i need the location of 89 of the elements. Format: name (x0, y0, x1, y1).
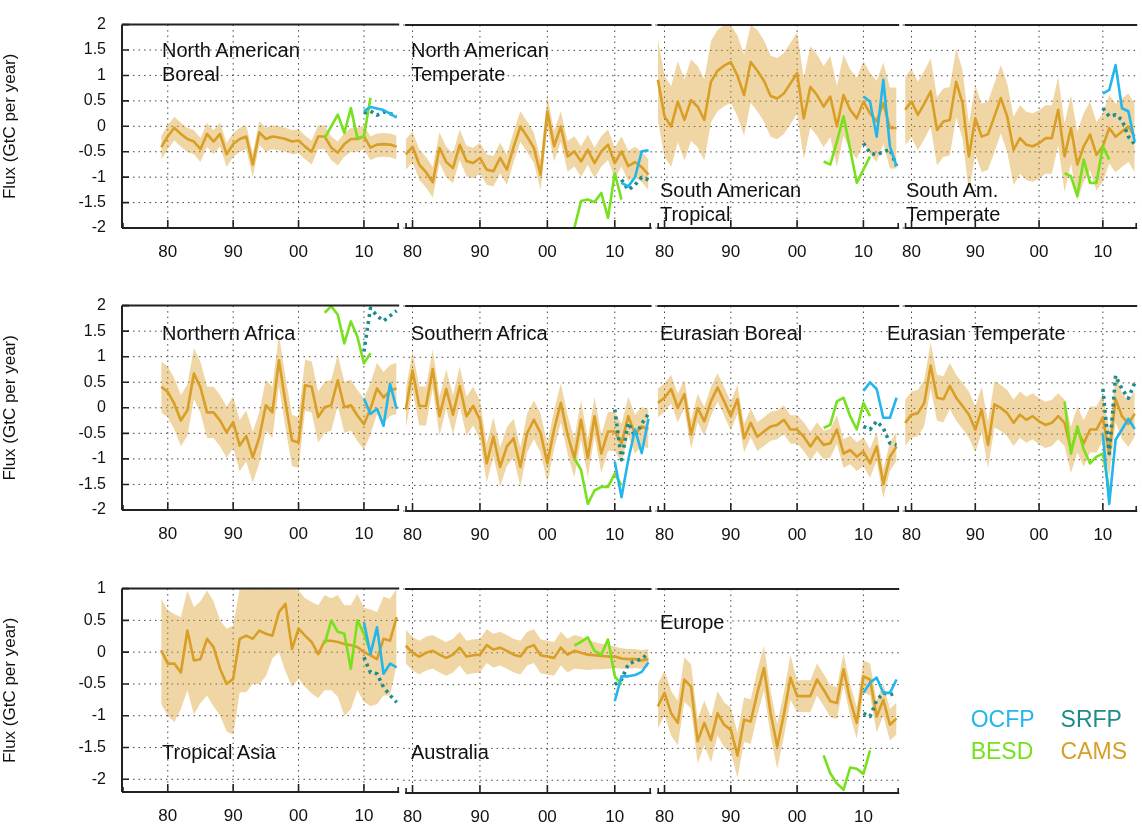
text: North American Temperate (410, 38, 550, 86)
x-tick-label: 90 (721, 524, 740, 544)
x-tick-label: 00 (1029, 524, 1049, 544)
x-tick-label: 00 (787, 806, 807, 826)
text: North American Boreal (162, 38, 301, 86)
x-tick-label: 00 (289, 806, 308, 826)
text: Eurasian Temperate (887, 321, 1066, 345)
y-tick-label: 1 (97, 66, 107, 84)
text: Eurasian Boreal (659, 321, 803, 345)
text: CAMS (1060, 736, 1127, 765)
x-tick-label: 10 (1093, 241, 1113, 261)
text: OCFP (970, 704, 1035, 733)
y-tick-label: -1.5 (78, 475, 107, 493)
x-tick-label: 80 (402, 524, 422, 544)
y-tick-label: -2 (91, 500, 107, 518)
x-tick-label: 80 (902, 524, 922, 544)
x-tick-label: 10 (354, 242, 374, 262)
x-tick-label: 90 (721, 241, 740, 261)
x-tick-label: 10 (605, 806, 625, 826)
text: Tropical Asia (162, 740, 276, 764)
text: South American Tropical (659, 178, 803, 226)
x-tick-label: 80 (654, 524, 674, 544)
x-tick-label: 80 (402, 806, 422, 826)
text: Australia (410, 740, 489, 764)
y-tick-label: -1 (91, 167, 107, 185)
y-tick-label: -1.5 (78, 738, 107, 756)
y-tick-label: 0.5 (83, 611, 107, 629)
x-tick-label: 00 (537, 524, 557, 544)
x-tick-label: 90 (966, 241, 986, 261)
x-tick-label: 00 (537, 241, 557, 261)
text: BESD (970, 736, 1035, 765)
x-tick-label: 80 (402, 241, 422, 261)
x-tick-label: 90 (721, 806, 740, 826)
y-tick-label: -0.5 (78, 142, 107, 160)
x-tick-label: 00 (289, 242, 308, 262)
y-axis-title: Flux (GtC per year) (0, 617, 19, 764)
x-tick-label: 90 (223, 524, 243, 544)
x-tick-label: 00 (787, 241, 807, 261)
x-tick-label: 00 (289, 524, 308, 544)
x-tick-label: 10 (354, 524, 374, 544)
x-tick-label: 00 (787, 524, 807, 544)
y-tick-label: 2 (97, 296, 107, 314)
y-tick-label: 0.5 (83, 91, 107, 109)
text: Europe (659, 610, 725, 634)
x-tick-label: 80 (158, 242, 178, 262)
text: Southern Africa (410, 321, 548, 345)
x-tick-label: 00 (1029, 241, 1049, 261)
y-tick-label: 0 (97, 642, 107, 660)
y-tick-label: 1 (97, 347, 107, 365)
y-tick-label: -2 (91, 218, 107, 236)
y-tick-label: 2 (97, 15, 107, 33)
y-tick-label: -0.5 (78, 674, 107, 692)
x-tick-label: 80 (654, 806, 674, 826)
x-tick-label: 90 (470, 241, 490, 261)
y-tick-label: 1 (97, 579, 107, 597)
line-series (362, 306, 399, 354)
y-axis-title: Flux (GtC per year) (0, 335, 19, 481)
x-tick-label: 10 (853, 806, 873, 826)
x-tick-label: 10 (605, 524, 625, 544)
x-tick-label: 80 (902, 241, 922, 261)
x-tick-label: 80 (158, 524, 178, 544)
y-tick-label: 1.5 (83, 321, 107, 339)
x-tick-label: 00 (537, 806, 557, 826)
y-tick-label: -0.5 (78, 424, 107, 442)
y-tick-label: 1.5 (83, 40, 107, 58)
x-tick-label: 10 (1093, 524, 1113, 544)
text: SRFP (1060, 704, 1123, 733)
x-tick-label: 80 (654, 241, 674, 261)
y-tick-label: 0 (97, 398, 107, 416)
x-tick-label: 10 (853, 241, 873, 261)
y-tick-label: -1 (91, 449, 107, 467)
y-tick-label: 0.5 (83, 373, 107, 391)
y-tick-label: -2 (91, 770, 107, 788)
x-tick-label: 10 (354, 806, 374, 826)
x-tick-label: 10 (605, 241, 625, 261)
text: Northern Africa (162, 321, 296, 345)
line-series (362, 655, 399, 705)
x-tick-label: 90 (966, 524, 986, 544)
y-tick-label: -1 (91, 706, 107, 724)
x-tick-label: 90 (470, 524, 490, 544)
y-axis-title: Flux (GtC per year) (0, 53, 19, 200)
text: South Am. Temperate (905, 178, 1002, 226)
x-tick-label: 10 (853, 524, 873, 544)
y-tick-label: -1.5 (78, 193, 107, 211)
x-tick-label: 90 (470, 806, 490, 826)
x-tick-label: 80 (158, 806, 178, 826)
y-tick-label: 0 (97, 117, 107, 135)
x-tick-label: 90 (223, 242, 243, 262)
x-tick-label: 90 (223, 806, 243, 826)
